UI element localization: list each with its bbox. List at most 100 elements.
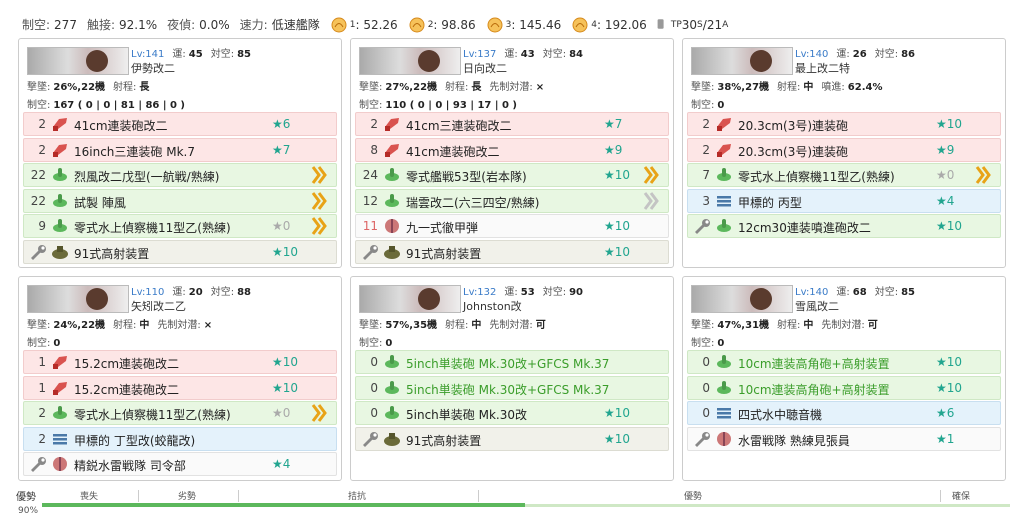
equip-icon	[717, 195, 731, 206]
tp-label: TP	[670, 19, 682, 30]
ship-portrait	[86, 288, 108, 310]
equip-star: ★10	[936, 380, 963, 395]
equip-name: 試製 陣風	[74, 195, 126, 210]
equip-star: ★6	[272, 117, 291, 131]
equip-row: 1 15.2cm連装砲改二 ★10	[23, 375, 337, 400]
ship-luck-label: 運:	[172, 49, 186, 60]
ship-stats: 撃墜: 38%,27機 射程: 中噴進: 62.4%	[691, 78, 882, 93]
equip-row: 2 41cm連装砲改二 ★6	[23, 112, 337, 136]
ship-aa-label: 対空:	[542, 287, 567, 298]
ship-level: Lv:141	[131, 49, 165, 60]
equip-name: 零式水上偵察機11型乙(熟練)	[74, 408, 231, 422]
air-label: 制空:	[359, 100, 383, 111]
range-value: : 52.26	[355, 17, 398, 32]
equip-row: 0 10cm連装高角砲+高射装置 ★10	[687, 375, 1001, 400]
equip-icon	[53, 168, 67, 181]
ship-banner	[359, 47, 461, 75]
stat-value: 長	[471, 82, 482, 93]
stat-label: 撃墜:	[691, 82, 715, 93]
equip-row: 91式高射装置 ★10	[355, 239, 669, 264]
equip-name: 41cm連装砲改二	[406, 144, 500, 159]
equip-row: 22 試製 陣風	[23, 188, 337, 213]
tp-value_s: 30	[681, 17, 698, 32]
range-icon	[331, 17, 347, 32]
equip-slot: 0	[370, 406, 378, 420]
equip-slot: 1	[38, 355, 46, 369]
equip-icon	[52, 245, 68, 259]
equip-star: ★1	[936, 431, 955, 446]
header-item: 夜偵: 0.0%	[167, 16, 230, 33]
equip-icon	[385, 143, 399, 157]
equip-icon	[385, 355, 399, 368]
equip-name: 精鋭水雷戦隊 司令部	[74, 459, 186, 473]
equip-icon	[717, 219, 731, 232]
equip-star: ★9	[936, 142, 955, 157]
range-value: : 145.46	[511, 17, 562, 32]
stat-value: 中	[139, 320, 150, 331]
gauge-title: 優勢	[16, 492, 36, 503]
ship-portrait	[418, 288, 440, 310]
equip-icon	[53, 118, 67, 131]
equip-icon	[385, 168, 399, 181]
equip-star: ★10	[272, 380, 299, 395]
stat-value: 中	[471, 320, 482, 331]
equip-slot: 22	[30, 168, 46, 182]
equip-icon	[717, 380, 731, 394]
header: 制空: 277 触接: 92.1% 夜偵: 0.0% 速力: 低速艦隊 1: 52.26 2: 9…	[22, 16, 728, 33]
equip-row: 24 零式艦戦53型(岩本隊) ★10	[355, 163, 669, 187]
range-item: 1: 52.26	[330, 17, 398, 32]
equip-name: 瑞雲改二(六三四空/熟練)	[406, 195, 540, 210]
equip-icon	[385, 219, 399, 233]
proficiency	[643, 191, 659, 210]
equip-row: 0 5inch単装砲 Mk.30改+GFCS Mk.37	[355, 375, 669, 400]
air-value: 0	[53, 338, 61, 349]
ship-air: 制空: 0	[27, 334, 60, 349]
equip-row: 精鋭水雷戦隊 司令部 ★4	[23, 452, 337, 476]
equip-slot: 2	[702, 142, 710, 157]
equip-row: 2 41cm三連装砲改二 ★7	[355, 112, 669, 136]
equip-icon	[385, 193, 399, 207]
ex-slot-icon	[363, 431, 378, 447]
ex-slot-icon	[31, 457, 46, 472]
gauge-track	[42, 504, 1010, 507]
equip-icon	[717, 408, 731, 419]
equip-star: ★4	[936, 193, 955, 208]
equip-slot: 8	[370, 142, 378, 157]
equip-name: 烈風改二戊型(一航戦/熟練)	[74, 170, 220, 184]
ship-banner	[27, 285, 129, 313]
ship-level: Lv:110	[131, 287, 165, 298]
stat-label: 撃墜:	[27, 320, 51, 331]
equip-star: ★10	[936, 219, 963, 233]
equip-slot: 12	[362, 193, 378, 208]
stat-label: 撃墜:	[27, 82, 51, 93]
equip-slot: 0	[702, 380, 710, 395]
air-label: 制空:	[691, 100, 715, 111]
equip-slot: 0	[702, 355, 710, 369]
equip-icon	[717, 143, 731, 157]
equip-row: 1 15.2cm連装砲改二 ★10	[23, 350, 337, 374]
ship-aa-value: 85	[901, 287, 915, 298]
header-item: 触接: 92.1%	[87, 16, 157, 33]
range-icon	[572, 17, 588, 32]
equip-name: 41cm三連装砲改二	[406, 119, 512, 133]
stat-value: 可	[535, 320, 546, 331]
equip-row: 91式高射装置 ★10	[23, 239, 337, 264]
stat-value: 中	[803, 320, 814, 331]
ship-level: Lv:140	[795, 49, 829, 60]
range-item: 3: 145.46	[486, 17, 562, 32]
equip-icon	[53, 219, 67, 232]
ship-aa-label: 対空:	[542, 49, 567, 60]
equip-slot: 0	[370, 380, 378, 395]
proficiency	[311, 217, 327, 235]
air-label: 制空:	[359, 338, 383, 349]
header-value: 低速艦隊	[271, 18, 320, 32]
equip-row: 2 20.3cm(3号)連装砲 ★10	[687, 112, 1001, 136]
equip-name: 15.2cm連装砲改二	[74, 357, 180, 371]
equip-row: 水雷戦隊 熟練見張員 ★1	[687, 426, 1001, 451]
gauge-label: 確保	[952, 492, 971, 502]
equip-row: 2 甲標的 丁型改(蛟龍改)	[23, 426, 337, 451]
equip-name: 41cm連装砲改二	[74, 119, 168, 133]
equip-star: ★0	[272, 406, 291, 420]
equip-icon	[717, 355, 731, 368]
ship-banner	[359, 285, 461, 313]
